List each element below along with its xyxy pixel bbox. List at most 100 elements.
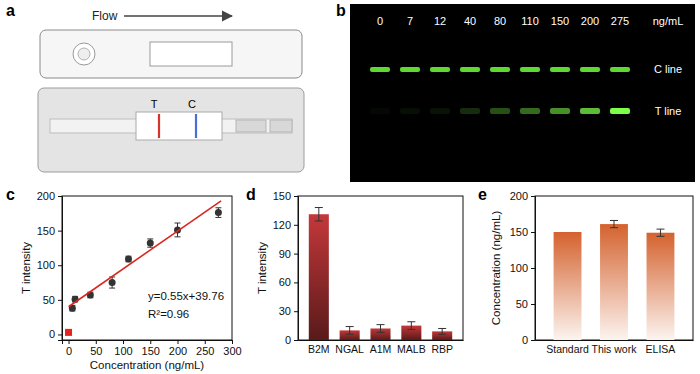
tick-label: 120 (273, 219, 291, 231)
tick-mark (178, 340, 179, 344)
axis-line (299, 340, 464, 341)
point (147, 240, 154, 247)
tick: 0 (66, 340, 72, 357)
error-stem (660, 229, 661, 236)
tick: 150 (37, 225, 62, 237)
plot-area (554, 220, 675, 340)
axis-line (58, 197, 63, 341)
error-cap (215, 217, 221, 218)
line-label: C (188, 98, 196, 110)
tick: 0 (49, 328, 62, 340)
panel-chart: e050100150200Concentration (ng/mL)Standa… (478, 186, 694, 355)
error-bar (656, 229, 664, 236)
tick-label: 50 (516, 298, 528, 310)
error-cap (610, 220, 618, 221)
error-cap (407, 329, 415, 330)
tick-label: 150 (273, 190, 291, 202)
concentration-label: 80 (494, 15, 506, 27)
axis: 050100150200250300 (63, 340, 242, 357)
c-band (580, 67, 600, 72)
c-band (430, 67, 450, 72)
t-band (520, 108, 540, 114)
concentration-label: 150 (551, 15, 569, 27)
panel-b: b07124080110150200275ng/mLC lineT line (336, 2, 695, 182)
cassette (38, 88, 304, 172)
tick-mark (531, 196, 535, 197)
tick-label: This work (592, 343, 638, 355)
t-band (400, 108, 420, 114)
tick: 50 (90, 340, 102, 357)
tick: MALB (397, 343, 426, 355)
error-cap (438, 334, 446, 335)
error-bar (125, 256, 131, 262)
panel-a: aFlowTC (6, 2, 304, 172)
error-cap (377, 332, 385, 333)
axis-title: T intensity (256, 242, 268, 294)
figure: aFlowTCb07124080110150200275ng/mLC lineT… (0, 0, 700, 374)
tick-mark (531, 232, 535, 233)
concentration-label: 12 (434, 15, 446, 27)
tick: 30 (279, 305, 298, 317)
tick: This work (592, 343, 638, 355)
tick-mark (531, 268, 535, 269)
error-cap (175, 223, 181, 224)
error-cap (109, 288, 115, 289)
tick-mark (58, 231, 62, 232)
panel-label: d (246, 186, 256, 203)
c-band (370, 67, 390, 72)
tick: ELISA (646, 343, 676, 355)
t-band (580, 108, 600, 114)
tick: 300 (223, 340, 241, 357)
plot-area (309, 208, 452, 340)
tick-label: 100 (510, 262, 528, 274)
tick: 100 (114, 340, 132, 357)
error-cap (610, 227, 618, 228)
annotation: y=0.55x+39.76 (148, 290, 224, 302)
error-bar (610, 220, 618, 227)
panel-chart: c050100150200T intensity0501001502002503… (6, 186, 242, 371)
axis: B2MNGALA1MMALBRBP (299, 341, 464, 356)
tick-mark (294, 196, 298, 197)
point (109, 279, 116, 286)
tick: 50 (516, 298, 535, 310)
point (65, 329, 72, 336)
tick-label: 60 (279, 276, 291, 288)
test-line (158, 114, 160, 138)
image-background (350, 4, 695, 182)
annotation: R²=0.96 (148, 308, 189, 320)
cassette-pad (236, 120, 266, 132)
tick: 250 (196, 340, 214, 357)
tick-mark (294, 340, 298, 341)
error-cap (438, 328, 446, 329)
tick: 150 (510, 226, 535, 238)
c-band (520, 67, 540, 72)
tick-mark (232, 340, 233, 344)
tick-mark (294, 311, 298, 312)
error-bar (407, 322, 415, 330)
tick-mark (150, 340, 151, 344)
error-stem (614, 220, 615, 227)
axis-title: Concentration (ng/mL) (90, 359, 205, 371)
figure-root: aFlowTCb07124080110150200275ng/mLC lineT… (0, 0, 700, 374)
bar (600, 224, 628, 340)
axis-title: Concentration (ng/mL) (490, 211, 502, 326)
tick-label: 30 (279, 305, 291, 317)
axis-title: T intensity (20, 242, 32, 294)
plot-frame (62, 196, 232, 340)
panel-label: b (336, 2, 346, 19)
error-cap (147, 247, 153, 248)
tick: B2M (308, 343, 330, 355)
concentration-label: 275 (611, 15, 629, 27)
tick-mark (96, 340, 97, 344)
tick-label: 0 (285, 334, 291, 346)
tick-label: 90 (279, 248, 291, 260)
tick: 200 (37, 190, 62, 202)
t-band (610, 108, 630, 114)
tick-label: 0 (49, 328, 55, 340)
tick-mark (58, 300, 62, 301)
tick-label: ELISA (646, 343, 676, 355)
tick: A1M (370, 343, 392, 355)
tick-label: 300 (223, 345, 241, 357)
tick-mark (294, 282, 298, 283)
row-label: T line (655, 105, 682, 117)
